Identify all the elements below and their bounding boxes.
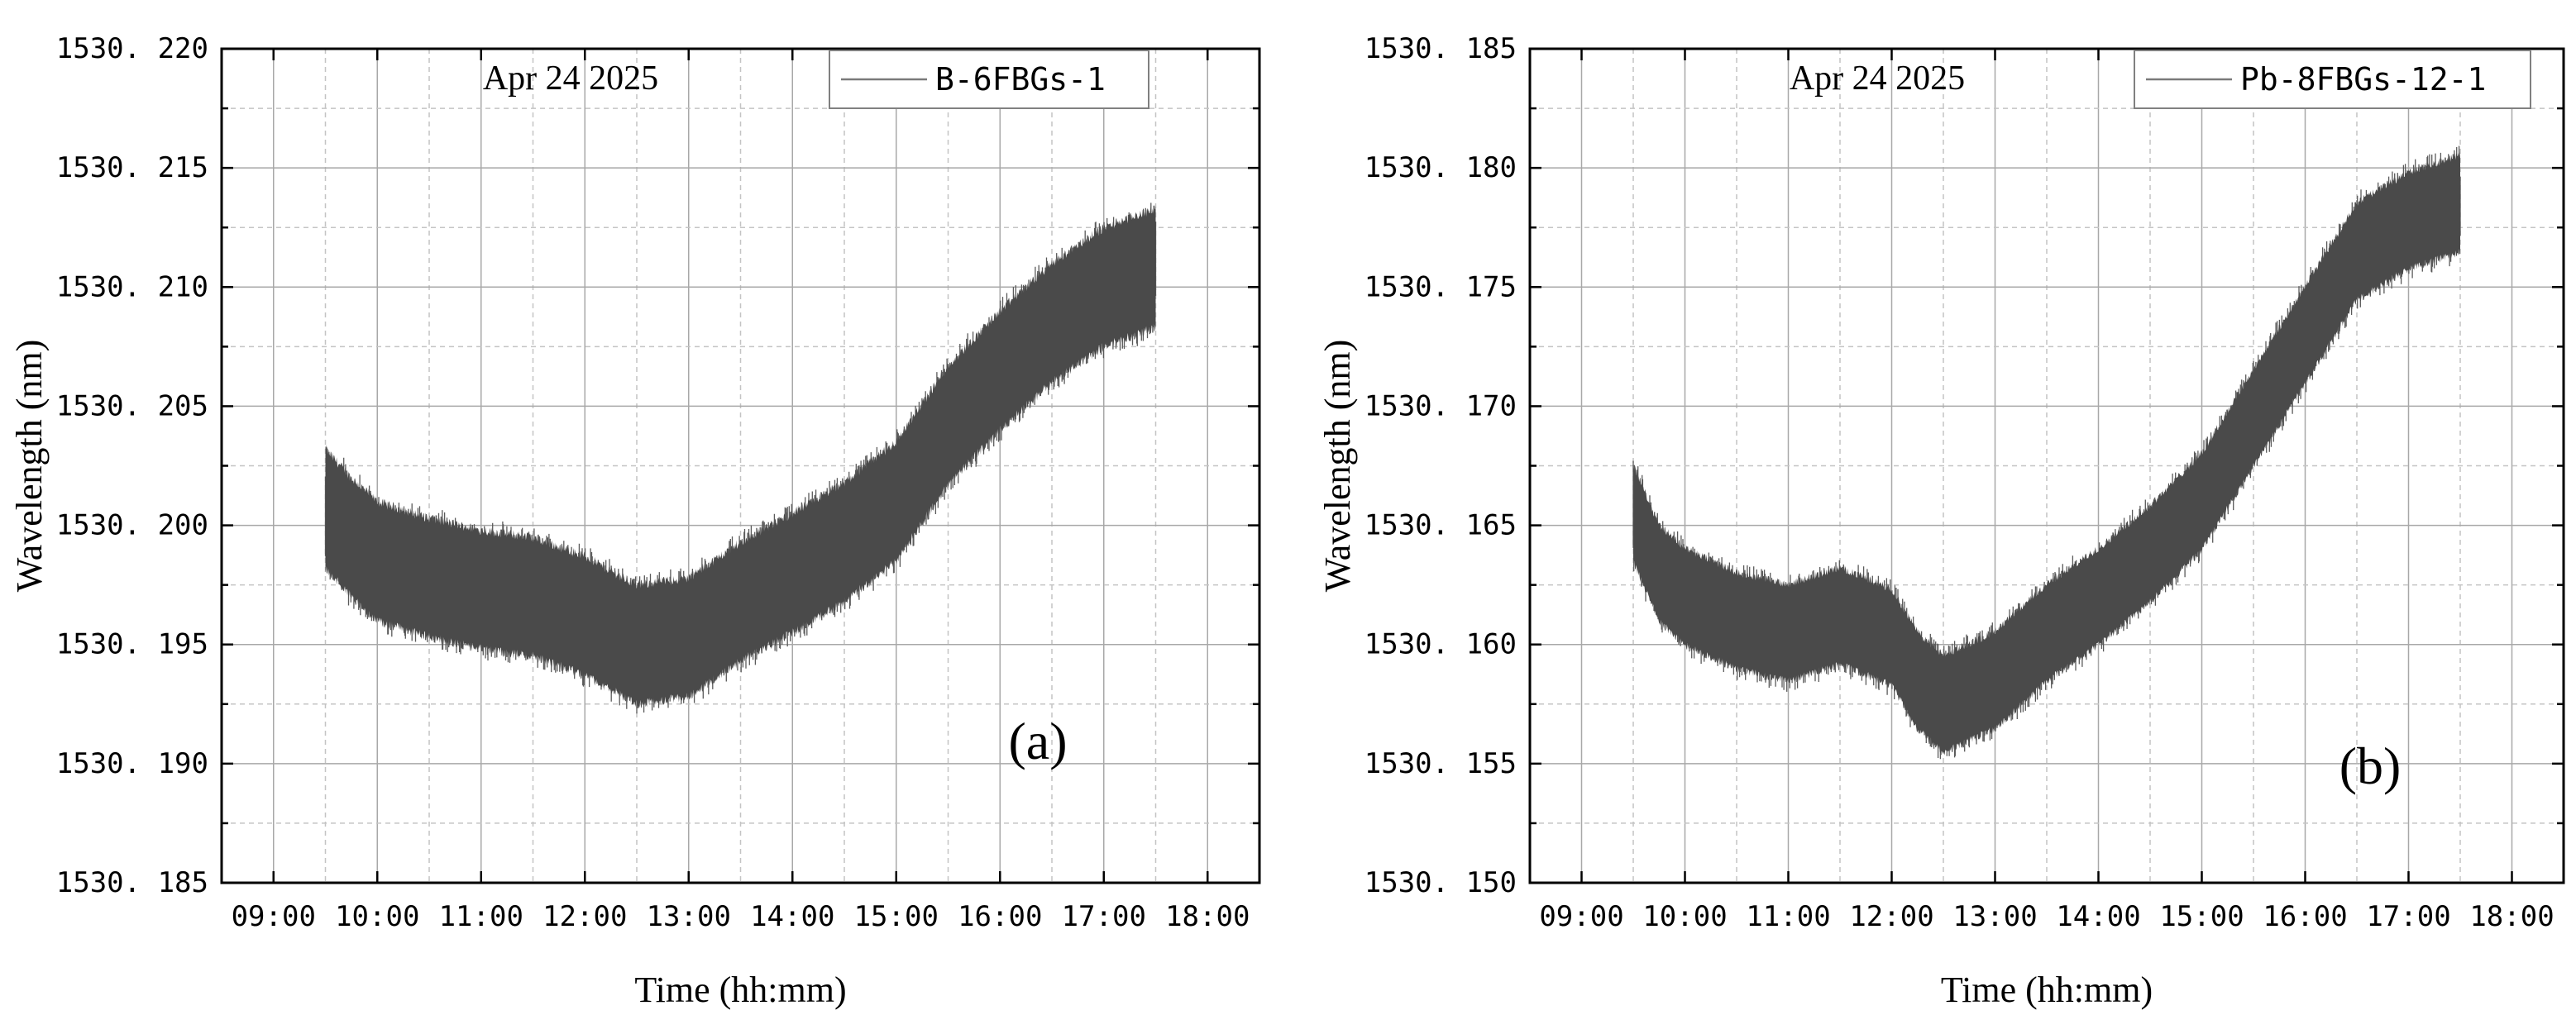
y-tick-label: 1530. 160	[1364, 628, 1517, 661]
x-tick-label: 10:00	[1642, 900, 1727, 933]
legend-entry: Pb-8FBGs-12-1	[2240, 61, 2486, 98]
x-tick-label: 15:00	[854, 900, 939, 933]
date-annotation: Apr 24 2025	[1790, 60, 1965, 98]
x-tick-label: 17:00	[2366, 900, 2450, 933]
y-tick-label: 1530. 175	[1364, 270, 1517, 303]
x-tick-label: 12:00	[542, 900, 627, 933]
x-tick-label: 14:00	[2056, 900, 2140, 933]
x-tick-label: 13:00	[647, 900, 731, 933]
panel-label: (a)	[1008, 712, 1067, 770]
y-tick-label: 1530. 180	[1364, 151, 1517, 184]
y-tick-label: 1530. 190	[56, 747, 208, 780]
x-tick-labels: 09:00 10:00 11:00 12:00 13:00 14:00 15:00 16:00…	[232, 900, 1250, 933]
y-tick-label: 1530. 185	[1364, 32, 1517, 65]
axis-ticks	[222, 47, 1259, 884]
series-band	[325, 205, 1156, 709]
x-tick-labels: 09:00 10:00 11:00 12:00 13:00 14:00 15:00 16:00…	[1539, 900, 2554, 933]
x-tick-label: 18:00	[2469, 900, 2554, 933]
y-tick-label: 1530. 165	[1364, 509, 1517, 542]
y-tick-labels: 1530. 185 1530. 190 1530. 195 1530. 200 1530…	[56, 32, 208, 899]
chart-panel-a: 1530. 185 1530. 190 1530. 195 1530. 200 1530…	[9, 32, 1261, 1010]
x-tick-label: 14:00	[750, 900, 834, 933]
x-tick-label: 16:00	[2263, 900, 2347, 933]
y-tick-label: 1530. 150	[1364, 866, 1517, 899]
y-tick-label: 1530. 200	[56, 509, 208, 542]
x-tick-label: 18:00	[1165, 900, 1250, 933]
series-band	[1633, 151, 2460, 755]
x-axis-label: Time (hh:mm)	[634, 970, 846, 1010]
y-tick-label: 1530. 220	[56, 32, 208, 65]
y-tick-label: 1530. 185	[56, 866, 208, 899]
y-tick-label: 1530. 210	[56, 270, 208, 303]
x-tick-label: 12:00	[1849, 900, 1933, 933]
data-series	[1632, 145, 2461, 760]
x-tick-label: 16:00	[958, 900, 1042, 933]
x-tick-label: 09:00	[1539, 900, 1623, 933]
date-annotation: Apr 24 2025	[483, 60, 658, 98]
x-tick-label: 11:00	[439, 900, 523, 933]
x-tick-label: 09:00	[232, 900, 316, 933]
y-axis-label: Wavelength (nm)	[1317, 340, 1358, 593]
x-tick-label: 11:00	[1746, 900, 1830, 933]
data-series	[324, 203, 1157, 714]
y-tick-label: 1530. 170	[1364, 389, 1517, 422]
panel-label: (b)	[2339, 736, 2402, 795]
y-tick-label: 1530. 195	[56, 628, 208, 661]
axis-ticks	[1530, 47, 2564, 884]
x-axis-label: Time (hh:mm)	[1941, 970, 2153, 1010]
chart-panel-b: 1530. 150 1530. 155 1530. 160 1530. 165 1530…	[1317, 32, 2565, 1010]
grid-lines	[222, 48, 1259, 884]
y-tick-label: 1530. 215	[56, 151, 208, 184]
x-tick-label: 17:00	[1062, 900, 1146, 933]
legend-entry: B-6FBGs-1	[935, 61, 1106, 98]
y-tick-label: 1530. 155	[1364, 747, 1517, 780]
x-tick-label: 13:00	[1952, 900, 2037, 933]
y-axis-label: Wavelength (nm)	[9, 340, 50, 593]
y-tick-labels: 1530. 150 1530. 155 1530. 160 1530. 165 1530…	[1364, 32, 1517, 899]
x-tick-label: 15:00	[2159, 900, 2244, 933]
legend: B-6FBGs-1	[829, 50, 1149, 109]
x-tick-label: 10:00	[335, 900, 419, 933]
y-tick-label: 1530. 205	[56, 389, 208, 422]
legend: Pb-8FBGs-12-1	[2134, 50, 2531, 109]
